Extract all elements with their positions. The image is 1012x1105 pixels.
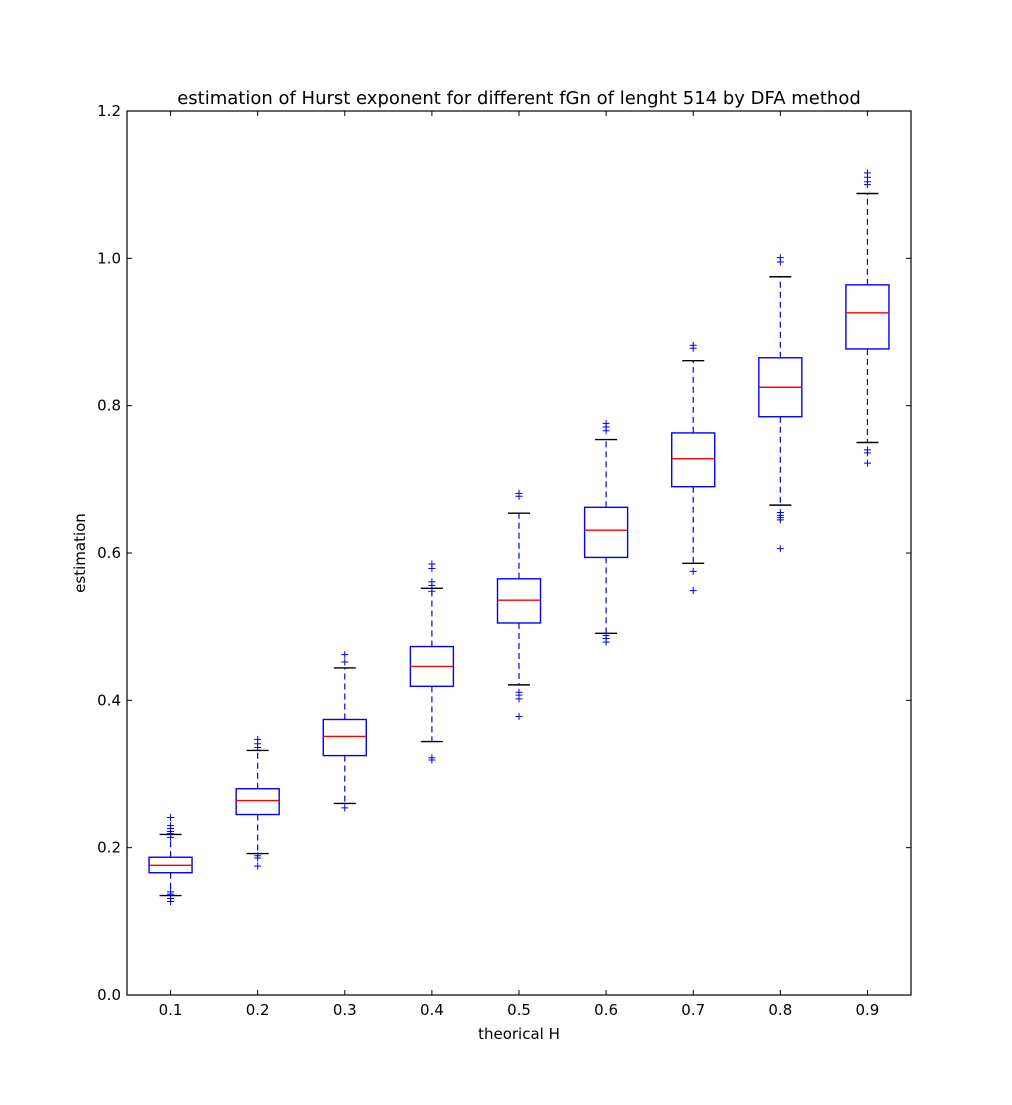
plot-area: 0.0 0.2 0.4 0.6 0.8 1.0 1.2 0.1 0.2 0.3 0.4 0.5 0.6 0… — [97, 102, 912, 1019]
outlier-marker — [689, 341, 697, 349]
outlier-marker — [602, 419, 610, 427]
outlier-marker — [341, 651, 349, 659]
outlier-marker — [428, 578, 436, 586]
box-iqr — [322, 718, 367, 757]
outlier-marker — [602, 632, 610, 640]
box-iqr — [671, 432, 716, 488]
outlier-marker — [776, 545, 784, 553]
outlier-marker — [167, 888, 175, 896]
y-tick-label: 0.6 — [97, 544, 121, 562]
outlier-marker — [863, 459, 871, 467]
outlier-marker — [254, 735, 262, 743]
y-tick-label: 0.8 — [97, 397, 121, 415]
outlier-marker — [776, 254, 784, 262]
x-tick-label: 0.4 — [420, 1001, 444, 1019]
y-axis-label: estimation — [71, 513, 89, 593]
x-tick-label: 0.5 — [507, 1001, 531, 1019]
y-tick-label: 1.2 — [97, 102, 121, 120]
outlier-marker — [776, 508, 784, 516]
outlier-marker — [428, 754, 436, 762]
outlier-marker — [167, 813, 175, 821]
outlier-marker — [254, 862, 262, 870]
box-iqr — [496, 578, 542, 624]
box-iqr — [583, 506, 629, 559]
outlier-marker — [515, 713, 523, 721]
outlier-marker — [863, 169, 871, 177]
y-tick-label: 0.4 — [97, 691, 121, 709]
outlier-marker — [167, 822, 175, 830]
x-tick-label: 0.6 — [594, 1001, 618, 1019]
x-tick-label: 0.7 — [681, 1001, 705, 1019]
outlier-marker — [863, 446, 871, 454]
x-tick-label: 0.8 — [768, 1001, 792, 1019]
y-tick-label: 0.2 — [97, 839, 121, 857]
box-iqr — [235, 788, 280, 816]
outlier-marker — [341, 658, 349, 666]
outlier-marker — [515, 688, 523, 696]
x-axis-label: theorical H — [478, 1025, 560, 1043]
x-tick-label: 0.3 — [333, 1001, 357, 1019]
box-iqr — [845, 284, 890, 350]
x-tick-label: 0.2 — [246, 1001, 270, 1019]
outlier-marker — [689, 567, 697, 575]
outlier-marker — [428, 560, 436, 568]
y-tick-label: 1.0 — [97, 249, 121, 267]
chart-title: estimation of Hurst exponent for differe… — [177, 88, 861, 109]
outlier-marker — [254, 852, 262, 860]
x-tick-label: 0.9 — [856, 1001, 880, 1019]
outlier-marker — [428, 587, 436, 595]
outlier-marker — [515, 489, 523, 497]
plot-frame — [126, 110, 912, 996]
outlier-marker — [689, 587, 697, 595]
outlier-marker — [341, 804, 349, 812]
y-tick-label: 0.0 — [97, 986, 121, 1004]
x-tick-label: 0.1 — [159, 1001, 183, 1019]
